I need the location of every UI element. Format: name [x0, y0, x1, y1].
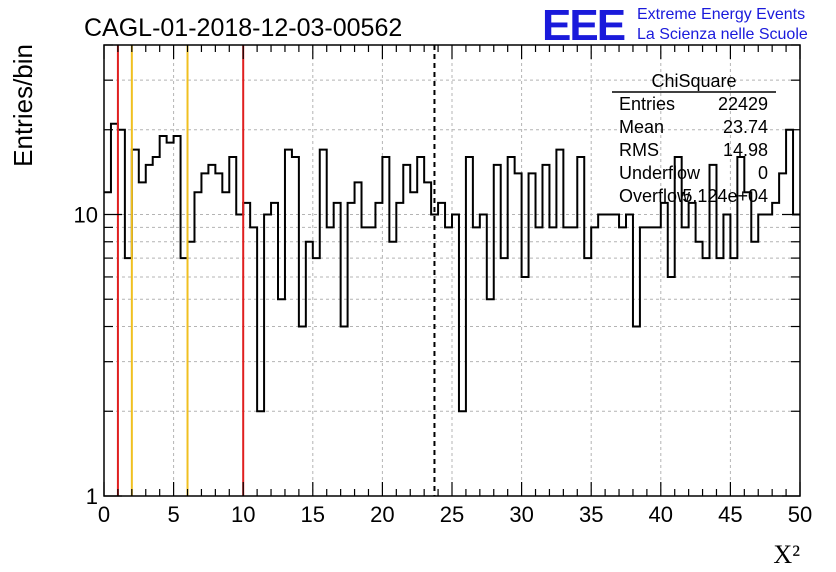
x-tick-label: 0 [98, 502, 110, 527]
x-tick-label: 25 [440, 502, 464, 527]
x-tick-label: 40 [649, 502, 673, 527]
stats-value-entries: 22429 [718, 94, 768, 114]
x-axis-title: X² [773, 540, 800, 569]
y-axis-title: Entries/bin [8, 44, 38, 167]
histogram [104, 122, 800, 413]
stats-value-overflow: 5.124e+04 [682, 186, 768, 206]
x-tick-label: 10 [231, 502, 255, 527]
stats-label-rms: RMS [619, 140, 659, 160]
stats-label-mean: Mean [619, 117, 664, 137]
stats-label-entries: Entries [619, 94, 675, 114]
stats-label-underflow: Underflow [619, 163, 701, 183]
histogram-outline [104, 122, 800, 413]
stats-title: ChiSquare [651, 71, 736, 91]
stats-value-rms: 14.98 [723, 140, 768, 160]
logo-line-1: Extreme Energy Events [637, 6, 805, 23]
x-tick-label: 30 [509, 502, 533, 527]
stats-value-mean: 23.74 [723, 117, 768, 137]
x-tick-label: 35 [579, 502, 603, 527]
x-tick-label: 20 [370, 502, 394, 527]
stats-label-overflow: Overflow [619, 186, 691, 206]
y-tick-label: 1 [86, 484, 98, 509]
x-tick-label: 50 [788, 502, 812, 527]
axes: 0 5 10 15 20 25 30 35 40 45 50 1 10 [74, 44, 812, 527]
x-tick-label: 5 [167, 502, 179, 527]
eee-logo-icon: EEE [542, 1, 625, 50]
marker-lines [116, 45, 436, 496]
logo-line-2: La Scienza nelle Scuole [637, 26, 808, 43]
run-title: CAGL-01-2018-12-03-00562 [84, 14, 402, 42]
x-tick-label: 45 [718, 502, 742, 527]
stats-value-underflow: 0 [758, 163, 768, 183]
stats-box: ChiSquare Entries 22429 Mean 23.74 RMS 1… [612, 71, 776, 206]
y-tick-label: 10 [74, 202, 98, 227]
grid-lines [104, 45, 800, 496]
x-tick-label: 15 [301, 502, 325, 527]
